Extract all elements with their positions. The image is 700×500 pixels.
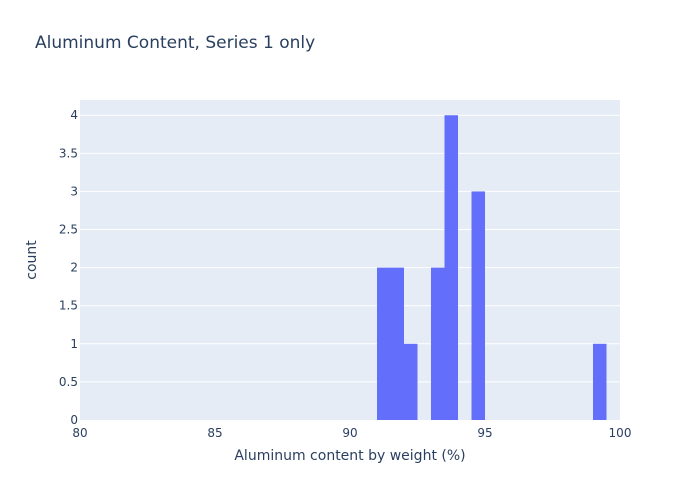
y-axis-title: count [24,240,40,280]
gridlines [80,114,620,383]
bars [377,115,607,420]
x-tick-label: 85 [207,426,222,440]
y-tick-label: 0.5 [59,375,78,389]
y-tick-label: 1.5 [59,299,78,313]
histogram-bar [390,267,404,420]
histogram-bar [471,191,485,420]
y-tick-label: 3 [70,184,78,198]
x-axis-title: Aluminum content by weight (%) [234,448,465,464]
y-tick-label: 0 [70,413,78,427]
y-axis-ticks: 0 0.5 1 1.5 2 2.5 3 3.5 4 [59,108,78,427]
x-axis-ticks: 80 85 90 95 100 [72,426,631,440]
y-tick-label: 2.5 [59,223,78,237]
x-tick-label: 95 [477,426,492,440]
histogram-bar [404,343,418,420]
histogram-bar [444,115,458,420]
histogram-bar [431,267,445,420]
y-tick-label: 2 [70,261,78,275]
x-tick-label: 90 [342,426,357,440]
chart-title: Aluminum Content, Series 1 only [35,33,316,53]
plot-area [80,100,620,420]
x-tick-label: 80 [72,426,87,440]
histogram-bar [593,343,607,420]
histogram-bar [377,267,391,420]
y-tick-label: 1 [70,337,78,351]
y-tick-label: 4 [70,108,78,122]
x-tick-label: 100 [609,426,632,440]
y-tick-label: 3.5 [59,146,78,160]
